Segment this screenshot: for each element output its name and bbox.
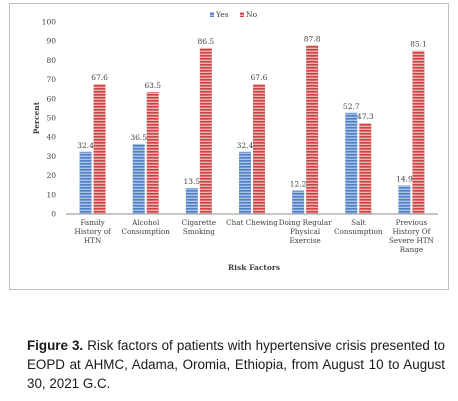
x-tick-label: Alcohol [131,218,160,227]
bar-no [412,50,425,214]
y-tick-label: 30 [46,152,56,161]
bar-yes [132,143,145,214]
risk-factors-bar-chart: 0 10 20 30 40 50 60 70 80 90 100 Percent Risk Factor… [32,10,438,272]
legend-label-yes: Yes [215,10,229,19]
bar-no [253,84,265,214]
y-tick-label: 80 [46,56,56,65]
bar-no [306,45,319,215]
y-tick-label: 70 [46,75,56,84]
y-tick-label: 90 [46,37,56,46]
data-label-no: 67.6 [251,73,268,82]
legend-swatch-yes [210,12,214,17]
data-label-yes: 12.2 [290,180,307,189]
legend-label-no: No [246,10,258,19]
data-label-no: 86.5 [198,37,215,46]
figure-caption-text: Risk factors of patients with hypertensi… [27,338,445,391]
bar-yes [79,151,92,214]
data-label-no: 85.1 [410,40,427,49]
y-tick-label: 10 [46,190,56,199]
data-label-no: 87.8 [304,34,321,43]
x-tick-label: Family [80,218,105,227]
x-tick-label: Chat Chewing [226,218,278,227]
y-tick-label: 20 [46,171,56,180]
bar-no [146,92,159,214]
x-tick-label: Consumption [334,227,383,236]
data-label-yes: 32.4 [237,141,254,150]
data-label-no: 67.6 [91,73,108,82]
data-label-yes: 52.7 [343,102,360,111]
bar-yes [345,112,358,214]
y-tick-label: 100 [42,18,57,27]
data-label-no: 63.5 [144,81,161,90]
y-tick-label: 50 [46,114,56,123]
x-tick-label: History Of [393,227,432,236]
bar-yes [292,190,305,214]
bar-no [93,84,106,214]
bar-yes [398,185,411,214]
y-tick-label: 40 [46,133,56,142]
x-tick-label: Doing Regular [279,218,332,227]
figure-caption: Figure 3. Risk factors of patients with … [27,336,445,393]
data-label-yes: 13.5 [184,177,201,186]
x-tick-label: Range [400,245,423,254]
x-tick-label: History of [74,227,112,236]
x-tick-label: Severe HTN [389,236,434,245]
y-axis-title: Percent [32,101,41,134]
x-tick-label: Cigarette [182,218,216,227]
x-tick-label: Physical [290,227,321,236]
data-label-yes: 36.5 [130,133,147,142]
bar-yes [185,188,198,214]
x-tick-label: HTN [84,236,101,245]
data-label-yes: 14.9 [396,174,413,183]
x-axis-title: Risk Factors [228,263,280,272]
figure-label: Figure 3. [27,338,84,353]
data-label-yes: 32.4 [77,141,94,150]
bar-no [359,123,372,214]
x-tick-label: Salt [351,218,366,227]
chart-container: 0 10 20 30 40 50 60 70 80 90 100 Percent Risk Factor… [9,3,449,290]
x-tick-label: Smoking [183,227,215,236]
x-tick-label: Previous [396,218,428,227]
bar-yes [239,151,251,214]
bar-no [199,47,212,214]
y-tick-label: 0 [51,210,56,219]
y-tick-label: 60 [46,94,56,103]
x-tick-label: Consumption [122,227,171,236]
legend-swatch-no [240,12,244,17]
x-tick-label: Exercise [290,236,321,245]
data-label-no: 47.3 [357,112,374,121]
